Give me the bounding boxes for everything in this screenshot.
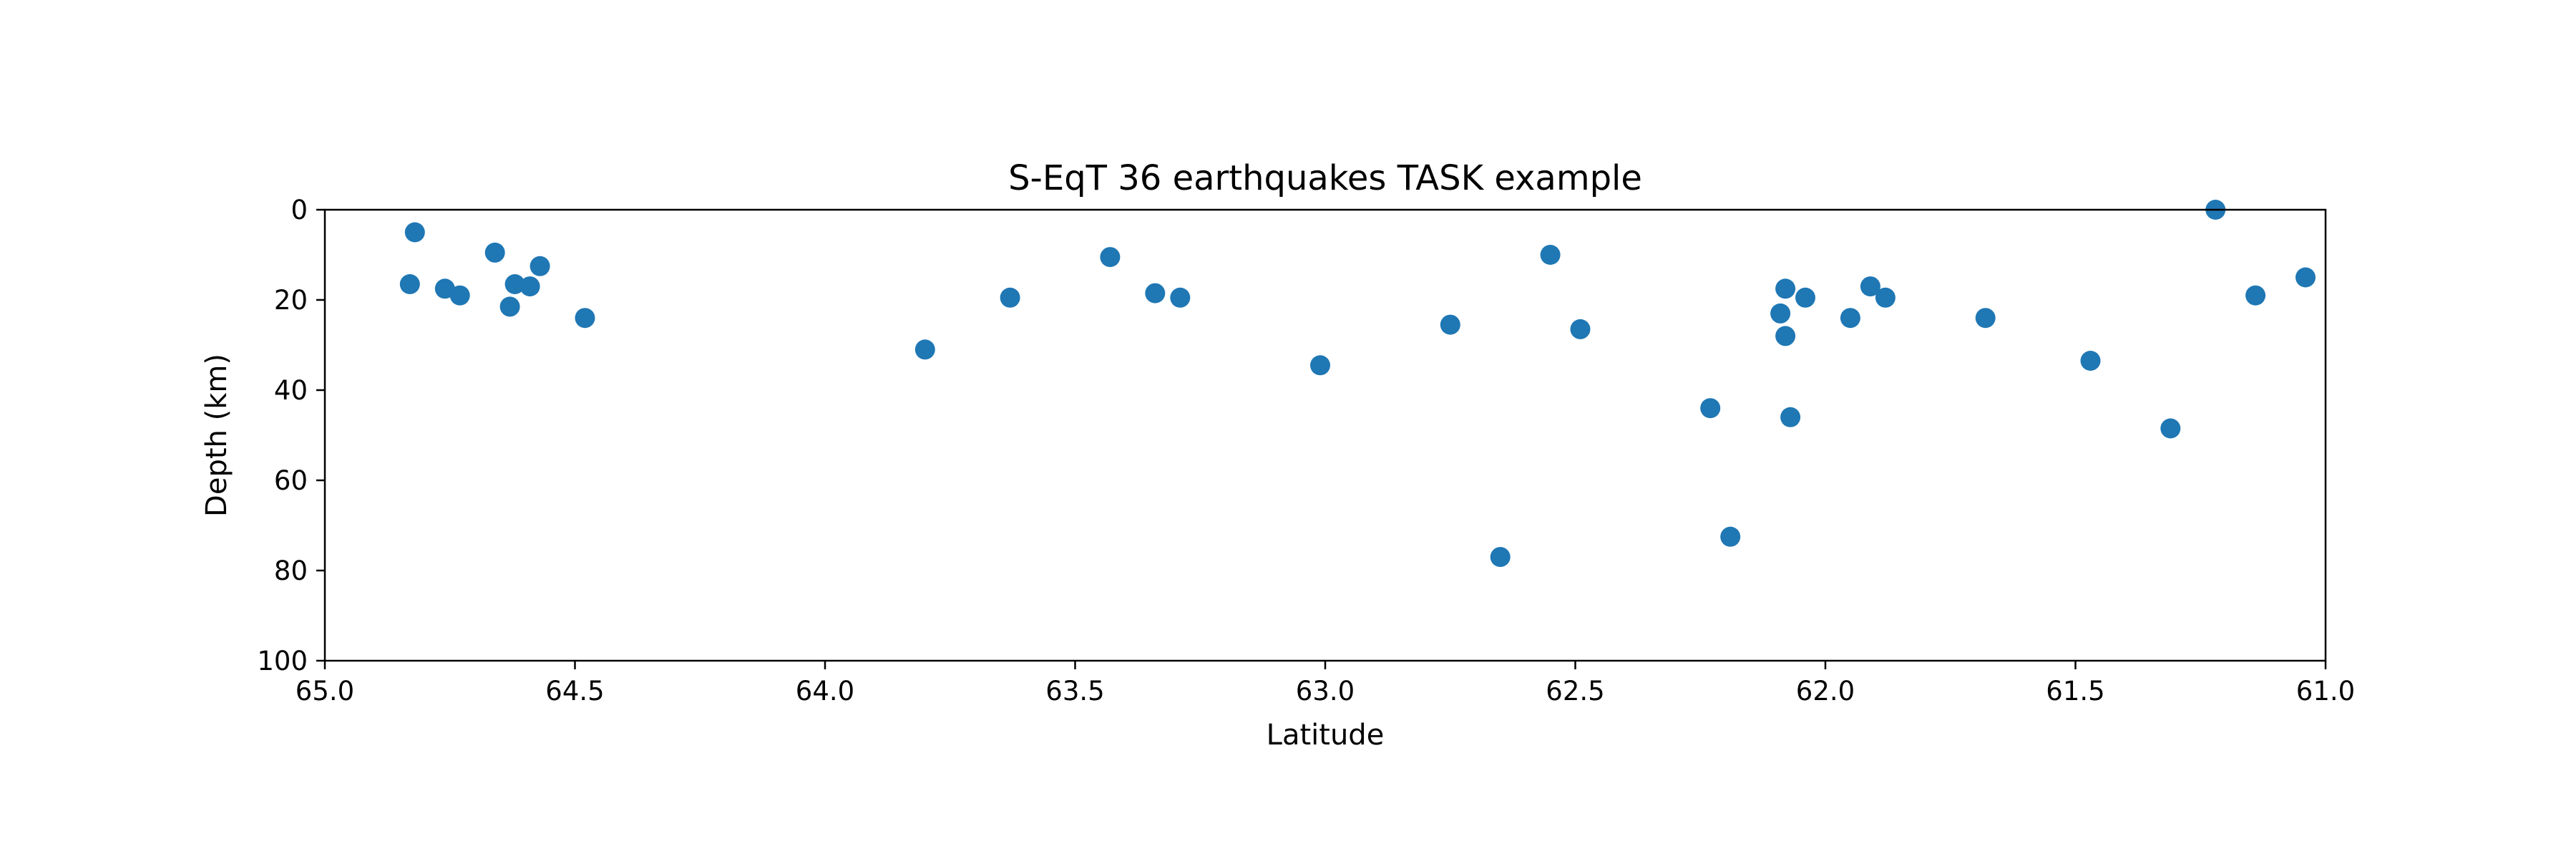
data-point-33 xyxy=(2160,418,2181,439)
data-point-29 xyxy=(1860,276,1880,297)
y-tick-label: 80 xyxy=(274,555,308,586)
x-tick-label: 62.5 xyxy=(1546,676,1604,707)
x-tick-label: 65.0 xyxy=(296,676,354,707)
y-tick-label: 40 xyxy=(274,375,308,406)
data-point-31 xyxy=(1975,308,1996,329)
x-tick-label: 64.0 xyxy=(796,676,854,707)
y-tick-label: 0 xyxy=(291,195,308,225)
data-point-16 xyxy=(1310,355,1330,376)
y-axis-label: Depth (km) xyxy=(200,354,233,517)
x-tick-label: 64.5 xyxy=(545,676,604,707)
chart-title: S-EqT 36 earthquakes TASK example xyxy=(1008,158,1642,198)
data-point-22 xyxy=(1720,526,1741,547)
x-axis-ticks: 65.0 64.5 64.0 63.5 63.0 62.5 62.0 61.5 61.0 xyxy=(296,661,2355,707)
data-point-15 xyxy=(1170,287,1191,308)
points-layer xyxy=(399,200,2316,568)
x-tick-label: 61.0 xyxy=(2296,676,2355,707)
x-axis-label: Latitude xyxy=(1267,719,1385,752)
data-point-19 xyxy=(1540,245,1561,265)
x-tick-label: 63.5 xyxy=(1045,676,1104,707)
y-tick-label: 20 xyxy=(274,285,308,316)
y-tick-label: 100 xyxy=(257,646,308,676)
x-tick-label: 63.0 xyxy=(1296,676,1355,707)
data-point-2 xyxy=(399,274,420,294)
data-point-13 xyxy=(1100,247,1121,268)
y-axis-ticks: 0 20 40 60 80 100 xyxy=(257,195,325,676)
data-point-14 xyxy=(1145,283,1166,304)
data-point-4 xyxy=(449,285,470,306)
data-point-8 xyxy=(519,276,540,297)
data-point-28 xyxy=(1840,308,1860,329)
data-point-21 xyxy=(1700,398,1721,419)
data-point-3 xyxy=(434,278,455,299)
data-point-12 xyxy=(1000,287,1020,308)
x-tick-label: 62.0 xyxy=(1796,676,1855,707)
data-point-6 xyxy=(504,274,525,294)
data-point-23 xyxy=(1770,303,1791,324)
data-point-9 xyxy=(530,256,550,276)
data-point-24 xyxy=(1775,278,1796,299)
data-point-1 xyxy=(404,222,425,243)
data-point-25 xyxy=(1775,326,1796,346)
data-point-32 xyxy=(2080,351,2101,371)
data-point-5 xyxy=(484,242,505,263)
data-point-11 xyxy=(914,339,935,360)
data-point-7 xyxy=(499,296,520,317)
data-point-30 xyxy=(1875,287,1896,308)
x-tick-label: 61.5 xyxy=(2046,676,2104,707)
data-point-10 xyxy=(575,308,595,329)
y-tick-label: 60 xyxy=(274,465,308,496)
data-point-35 xyxy=(2245,285,2266,306)
data-point-18 xyxy=(1490,547,1511,568)
data-point-27 xyxy=(1795,287,1815,308)
data-point-36 xyxy=(2296,267,2316,288)
data-point-20 xyxy=(1570,319,1591,339)
data-point-26 xyxy=(1780,407,1801,427)
data-point-17 xyxy=(1440,314,1460,335)
